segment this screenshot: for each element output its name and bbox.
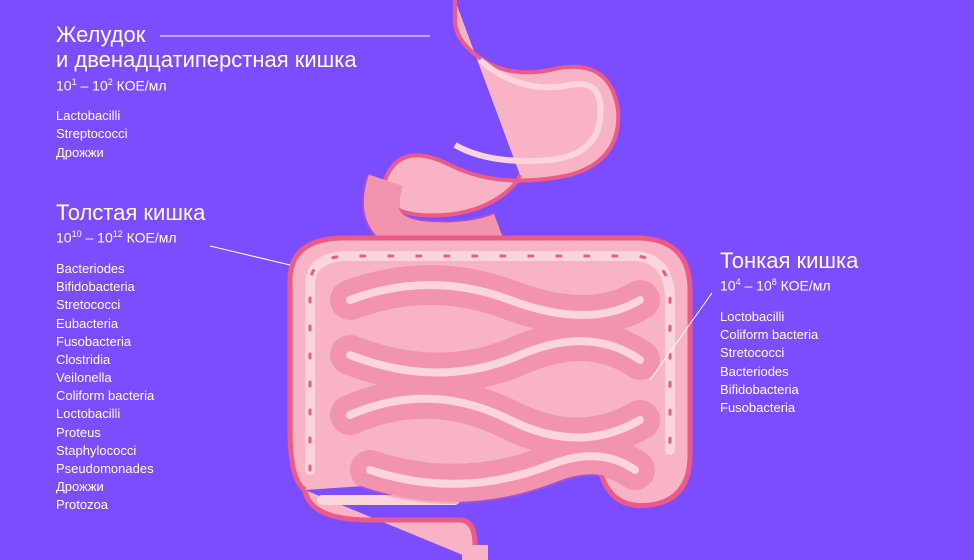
large-range: 1010 – 1012 КОЕ/мл <box>56 229 276 246</box>
small-bacteria-list: LoctobacilliColiform bacteriaStretococci… <box>720 308 940 417</box>
stomach-title: Желудок и двенадцатиперстная кишка <box>56 22 376 73</box>
section-small-intestine: Тонкая кишка 104 – 108 КОЕ/мл Loctobacil… <box>720 248 940 417</box>
list-item: Veilonella <box>56 369 276 387</box>
list-item: Stretococci <box>56 296 276 314</box>
list-item: Stretococci <box>720 344 940 362</box>
list-item: Eubacteria <box>56 315 276 333</box>
stomach-range: 101 – 102 КОЕ/мл <box>56 77 376 94</box>
list-item: Proteus <box>56 424 276 442</box>
stomach-bacteria-list: LactobacilliStreptococciДрожжи <box>56 107 376 162</box>
list-item: Fusobacteria <box>56 333 276 351</box>
list-item: Clostridia <box>56 351 276 369</box>
list-item: Дрожжи <box>56 144 376 162</box>
list-item: Pseudomonades <box>56 460 276 478</box>
list-item: Lactobacilli <box>56 107 376 125</box>
large-title: Толстая кишка <box>56 200 276 225</box>
stomach-title-line2: и двенадцатиперстная кишка <box>56 47 357 72</box>
small-range: 104 – 108 КОЕ/мл <box>720 277 940 294</box>
small-title: Тонкая кишка <box>720 248 940 273</box>
list-item: Streptococci <box>56 125 376 143</box>
list-item: Loctobacilli <box>56 405 276 423</box>
list-item: Дрожжи <box>56 478 276 496</box>
leader-small <box>650 293 712 380</box>
list-item: Bacteriodes <box>56 260 276 278</box>
list-item: Bifidobacteria <box>56 278 276 296</box>
list-item: Coliform bacteria <box>720 326 940 344</box>
list-item: Protozoa <box>56 496 276 514</box>
list-item: Bacteriodes <box>720 363 940 381</box>
large-bacteria-list: BacteriodesBifidobacteriaStretococciEuba… <box>56 260 276 515</box>
section-stomach: Желудок и двенадцатиперстная кишка 101 –… <box>56 22 376 162</box>
stomach-title-line1: Желудок <box>56 22 145 47</box>
section-large-intestine: Толстая кишка 1010 – 1012 КОЕ/мл Bacteri… <box>56 200 276 515</box>
list-item: Fusobacteria <box>720 399 940 417</box>
list-item: Bifidobacteria <box>720 381 940 399</box>
list-item: Loctobacilli <box>720 308 940 326</box>
list-item: Staphylococci <box>56 442 276 460</box>
list-item: Coliform bacteria <box>56 387 276 405</box>
